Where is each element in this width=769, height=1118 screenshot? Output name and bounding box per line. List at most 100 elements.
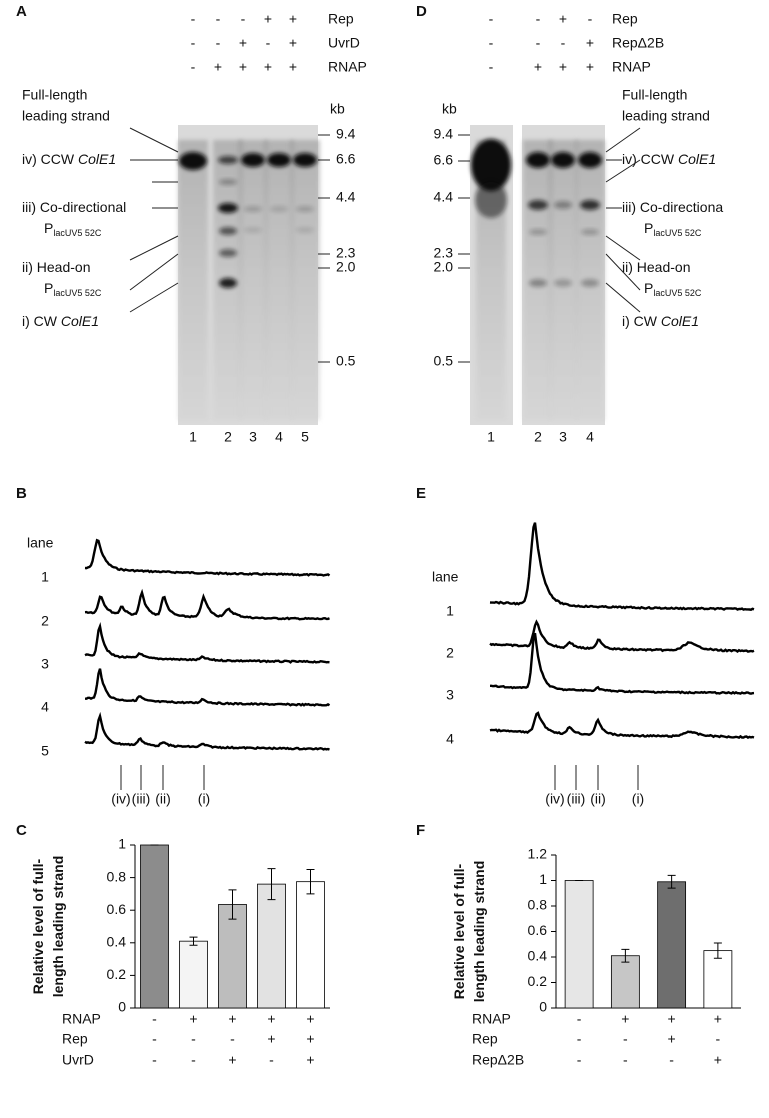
condition-sign: - [241, 11, 246, 27]
y-tick-label: 0 [118, 999, 126, 1015]
condition-sign: + [289, 59, 297, 75]
peak-label: (i) [198, 791, 210, 807]
condition-name: Rep [328, 11, 354, 27]
error-bar [713, 942, 722, 959]
peak-label: (ii) [590, 791, 606, 807]
trace [84, 621, 330, 664]
bar [296, 881, 325, 1009]
gel-band [581, 279, 599, 287]
peak-label: (iv) [111, 791, 130, 807]
band-label-text: iv) CCW [22, 151, 78, 167]
lane-smear [238, 140, 268, 420]
gel-band [526, 152, 550, 168]
band-label: i) CW ColE1 [22, 313, 99, 329]
error-bar [667, 874, 676, 889]
bar [703, 950, 733, 1009]
y-axis-label-line: Relative level of full- [30, 858, 46, 994]
connector [605, 235, 641, 261]
lane-number: 1 [189, 429, 197, 445]
lane-number: 5 [41, 743, 49, 759]
trace [489, 522, 755, 611]
size-marker: 2.0 [336, 259, 356, 275]
gel-band [475, 182, 507, 218]
lane-number: 1 [446, 603, 454, 619]
condition-sign: + [306, 1031, 314, 1047]
condition-sign: + [228, 1011, 236, 1027]
connector [129, 235, 179, 261]
promoter-label: PlacUV5 52C [44, 220, 102, 239]
lane-number: 3 [249, 429, 257, 445]
promoter-p: P [644, 280, 653, 296]
size-marker: 6.6 [434, 152, 454, 168]
band-label: iv) CCW ColE1 [622, 151, 716, 167]
condition-sign: + [668, 1031, 676, 1047]
peak-label: (i) [632, 791, 644, 807]
connector [129, 282, 179, 313]
condition-sign: - [489, 11, 494, 27]
gel-band [244, 227, 262, 233]
bar [257, 883, 286, 1009]
condition-sign: - [588, 11, 593, 27]
y-axis-label: Relative level of full-length leading st… [451, 861, 487, 1003]
lane-number: 2 [41, 613, 49, 629]
promoter-p: P [44, 280, 53, 296]
condition-sign: + [267, 1011, 275, 1027]
condition-sign: - [669, 1052, 674, 1068]
gel-band [551, 152, 575, 168]
band-label-text: i) CW [622, 313, 661, 329]
condition-sign: + [586, 59, 594, 75]
condition-sign: + [214, 59, 222, 75]
band-label: ii) Head-on [622, 259, 690, 275]
condition-name: UvrD [328, 35, 360, 51]
condition-sign: + [267, 1031, 275, 1047]
gel-band [529, 229, 547, 235]
condition-name: Rep [612, 11, 638, 27]
panel-label: E [416, 485, 426, 502]
gel-band [179, 152, 207, 170]
condition-sign: + [264, 11, 272, 27]
band-label-text: iii) Co-directional [22, 199, 126, 215]
bar [140, 844, 169, 1009]
lane-title: lane [27, 535, 54, 551]
gel-band [241, 153, 265, 167]
band-label: i) CW ColE1 [622, 313, 699, 329]
band-label-italic: ColE1 [678, 151, 716, 167]
lane-smear [290, 140, 320, 420]
trace [84, 711, 330, 751]
lane-number: 2 [446, 645, 454, 661]
condition-name: Rep [62, 1031, 88, 1047]
promoter-sub: lacUV5 52C [653, 228, 702, 238]
condition-sign: - [577, 1052, 582, 1068]
condition-sign: - [152, 1052, 157, 1068]
condition-sign: - [489, 35, 494, 51]
y-tick-label: 1 [118, 836, 126, 852]
lane-number: 4 [586, 429, 594, 445]
error-bar [621, 948, 630, 963]
y-axis-label: Relative level of full-length leading st… [30, 856, 66, 998]
band-label-text: iii) Co-directiona [622, 199, 723, 215]
error-bar [189, 936, 198, 946]
panel-label: A [16, 3, 27, 20]
band-label: leading strand [22, 108, 110, 124]
condition-sign: + [668, 1011, 676, 1027]
promoter-sub: lacUV5 52C [653, 288, 702, 298]
condition-sign: + [714, 1052, 722, 1068]
condition-name: RNAP [62, 1011, 101, 1027]
condition-sign: - [577, 1011, 582, 1027]
condition-sign: + [239, 35, 247, 51]
condition-sign: - [489, 59, 494, 75]
peak-label: (iii) [132, 791, 151, 807]
trace [489, 619, 755, 654]
y-axis-label-line: length leading strand [471, 861, 487, 1003]
condition-sign: - [623, 1052, 628, 1068]
lane-number: 5 [301, 429, 309, 445]
band-label: iii) Co-directional [22, 199, 126, 215]
lane-number: 3 [559, 429, 567, 445]
band-label: iii) Co-directiona [622, 199, 723, 215]
condition-sign: - [536, 35, 541, 51]
y-tick-label: 0.2 [107, 966, 127, 982]
size-marker: 4.4 [336, 189, 356, 205]
y-tick-label: 0 [539, 999, 547, 1015]
condition-sign: + [306, 1011, 314, 1027]
condition-sign: - [216, 35, 221, 51]
